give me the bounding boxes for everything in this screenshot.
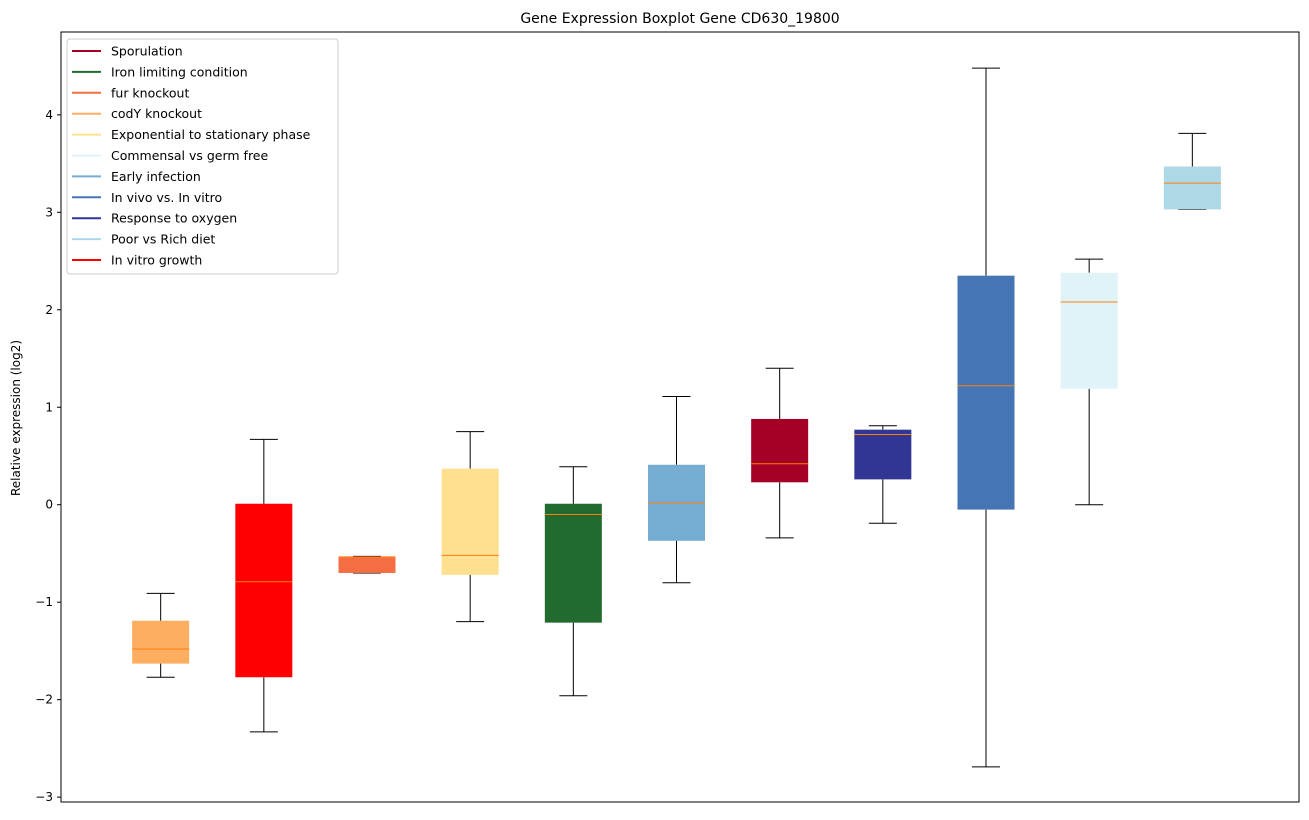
legend-label: Sporulation: [111, 44, 183, 59]
legend-label: fur knockout: [111, 85, 189, 100]
box-group: [132, 592, 190, 678]
box-group: [235, 438, 293, 733]
box-group: [648, 396, 705, 584]
legend-label: In vivo vs. In vitro: [111, 190, 222, 205]
y-tick-label: 2: [45, 303, 53, 317]
chart-title: Gene Expression Boxplot Gene CD630_19800: [520, 11, 839, 27]
legend-label: Iron limiting condition: [111, 64, 248, 79]
plot-frame: [60, 31, 1300, 803]
box-iqr: [441, 468, 499, 575]
legend-label: Exponential to stationary phase: [111, 127, 311, 142]
legend-label: In vitro growth: [111, 253, 202, 268]
box-group: [544, 466, 602, 697]
box-iqr: [235, 503, 293, 678]
y-tick-label: 0: [45, 498, 53, 512]
y-tick-label: 3: [45, 205, 53, 219]
box-group: [441, 431, 499, 623]
box-iqr: [1163, 166, 1221, 210]
legend-label: Poor vs Rich diet: [111, 232, 215, 247]
y-tick-label: −2: [35, 693, 53, 707]
box-group: [957, 67, 1015, 768]
y-tick-label: 1: [45, 400, 53, 414]
y-tick-label: 4: [45, 108, 53, 122]
legend-label: Response to oxygen: [111, 211, 237, 226]
legend-label: Early infection: [111, 169, 201, 184]
box-group: [1060, 258, 1118, 506]
box-series: [132, 67, 1221, 768]
legend-label: Commensal vs germ free: [111, 148, 268, 163]
y-tick-label: −1: [35, 595, 53, 609]
box-group: [751, 367, 809, 539]
box-group: [1163, 132, 1221, 210]
y-tick-label: −3: [35, 790, 53, 804]
legend-label: codY knockout: [111, 106, 202, 121]
box-iqr: [1060, 272, 1118, 389]
box-iqr: [854, 429, 912, 480]
legend-frame: [66, 38, 339, 275]
y-axis-label: Relative expression (log2): [9, 340, 23, 496]
y-axis-ticks: 4 3 2 1 0 −1 −2 −3: [35, 108, 61, 804]
box-iqr: [751, 418, 809, 483]
box-iqr: [132, 620, 190, 664]
box-iqr: [338, 556, 396, 573]
box-iqr: [544, 503, 602, 623]
box-group: [338, 555, 396, 574]
legend: Sporulation Iron limiting condition fur kn…: [66, 38, 339, 275]
box-group: [854, 425, 912, 524]
box-iqr: [957, 275, 1015, 510]
